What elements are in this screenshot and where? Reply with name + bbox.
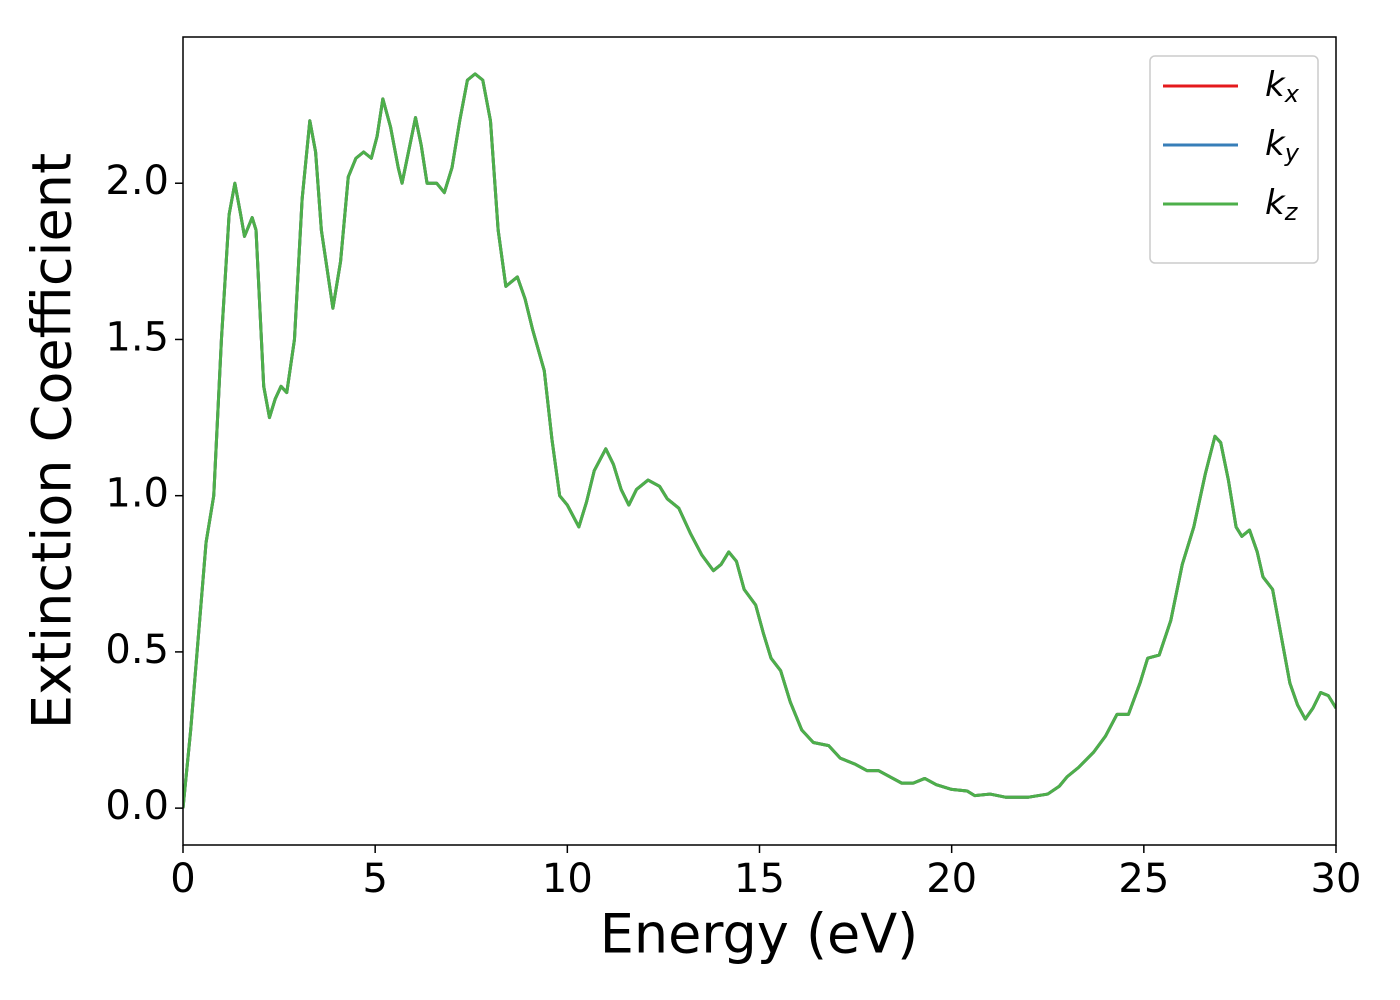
x-tick-label: 10 [542,856,593,902]
y-axis-label: Extinction Coefficient [21,153,84,729]
legend-label: kx [1265,65,1300,109]
y-tick-label: 1.0 [105,471,169,517]
x-tick-label: 15 [734,856,785,902]
x-tick-label: 20 [926,856,977,902]
series-line [183,72,1336,809]
plot-frame [182,36,1337,846]
y-tick-label: 1.5 [105,314,169,360]
legend-label: kz [1265,183,1299,227]
legend-box [1149,55,1319,264]
x-tick-label: 0 [170,856,195,902]
y-tick-label: 2.0 [105,158,169,204]
legend-label: ky [1265,124,1300,168]
x-tick-label: 30 [1311,856,1362,902]
y-tick-label: 0.0 [105,783,169,829]
x-tick-label: 25 [1118,856,1169,902]
x-tick-label: 5 [362,856,387,902]
x-axis-label: Energy (eV) [600,903,919,966]
y-tick-label: 0.5 [105,627,169,673]
